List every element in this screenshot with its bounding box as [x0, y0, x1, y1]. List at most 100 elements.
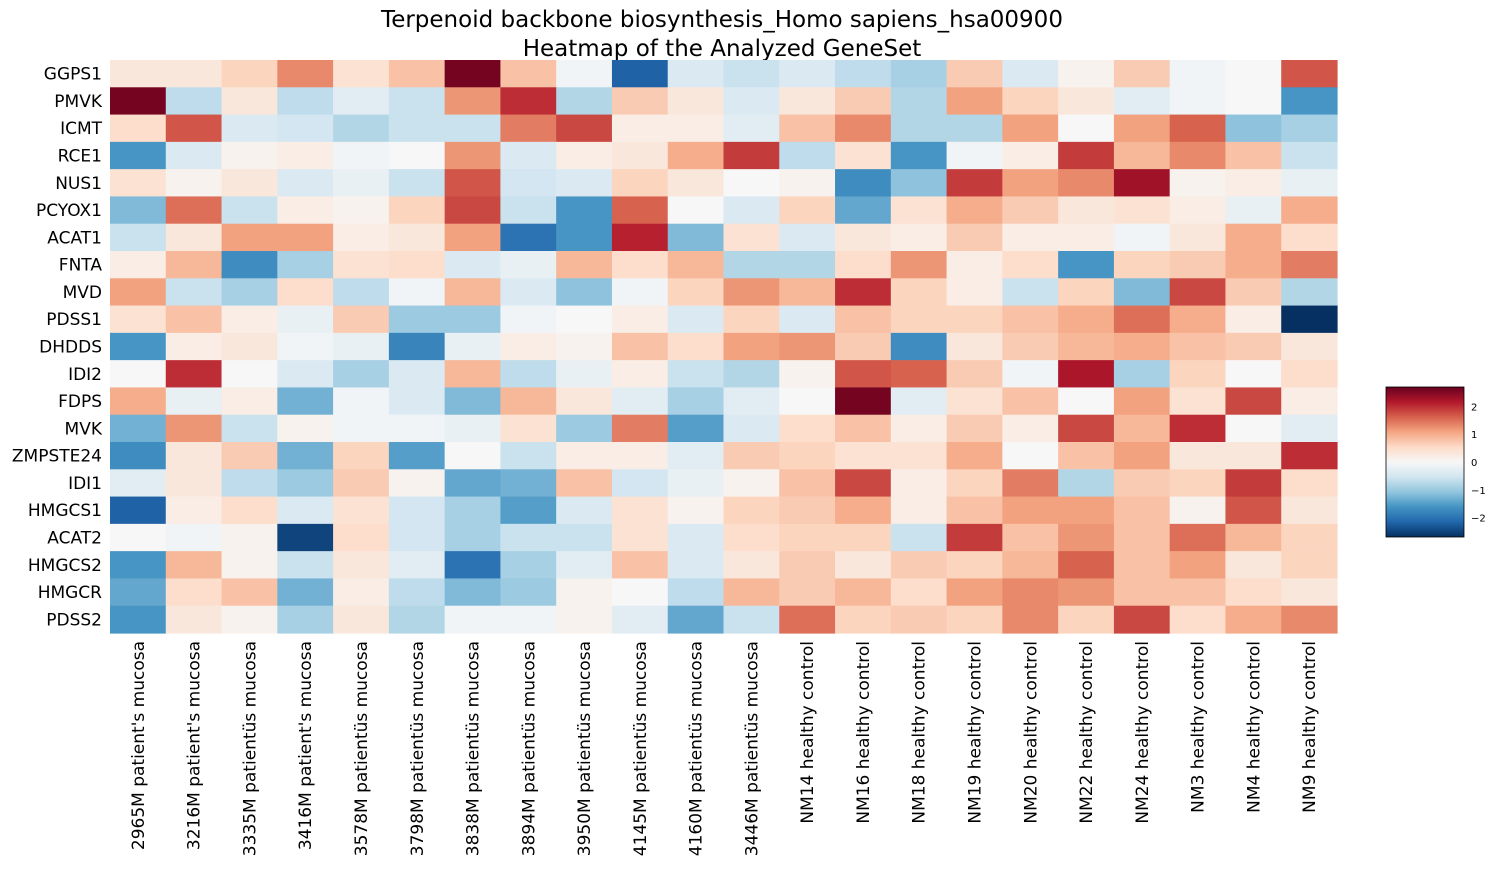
heatmap-cell	[611, 278, 669, 307]
heatmap-cell	[890, 251, 948, 279]
heatmap-cell	[500, 278, 557, 307]
heatmap-cell	[1002, 141, 1059, 170]
heatmap-cell	[667, 551, 725, 580]
heatmap-cell	[388, 169, 446, 198]
row-label: HMGCS1	[28, 501, 102, 521]
heatmap-cell	[444, 605, 502, 634]
heatmap-cell	[1058, 169, 1115, 198]
heatmap-cell	[500, 305, 557, 334]
heatmap-cell	[1058, 387, 1115, 416]
heatmap-cell	[1169, 523, 1227, 552]
colorbar-gradient	[1385, 386, 1465, 538]
heatmap-cell	[779, 169, 836, 198]
column-label: 3335M patientüs mucosa	[240, 641, 260, 856]
heatmap-cell	[444, 442, 502, 470]
heatmap-cell	[333, 578, 390, 607]
heatmap-cell	[500, 605, 557, 634]
heatmap-cell	[667, 87, 725, 116]
heatmap-cell	[667, 114, 725, 143]
heatmap-cell	[946, 196, 1003, 225]
heatmap-cell	[1002, 360, 1059, 389]
heatmap-cell	[611, 169, 669, 198]
heatmap-cell	[333, 523, 390, 552]
heatmap-cell	[723, 551, 780, 580]
heatmap-cell	[388, 523, 446, 552]
heatmap-cell	[444, 223, 502, 252]
row-label: FDPS	[58, 392, 102, 412]
heatmap-cell	[221, 278, 278, 307]
heatmap-cell	[1113, 442, 1171, 470]
heatmap-cell	[388, 114, 446, 143]
heatmap-cell	[946, 251, 1003, 279]
heatmap-cell	[165, 469, 223, 498]
heatmap-cell	[890, 578, 948, 607]
heatmap-cell	[946, 387, 1003, 416]
heatmap-cell	[221, 496, 278, 525]
column-label: NM14 healthy control	[798, 641, 818, 824]
heatmap-cell	[165, 605, 223, 634]
heatmap-cell	[723, 278, 780, 307]
heatmap-cell	[1002, 414, 1059, 443]
heatmap-cell	[890, 114, 948, 143]
heatmap-cell	[946, 141, 1003, 170]
heatmap-cell	[611, 387, 669, 416]
heatmap-cell	[779, 305, 836, 334]
heatmap-cell	[110, 332, 167, 361]
colorbar-tick-label: 2	[1471, 402, 1477, 413]
heatmap-cell	[1225, 523, 1282, 552]
heatmap-cell	[388, 60, 446, 88]
heatmap-cell	[277, 251, 334, 279]
heatmap-cell	[500, 60, 557, 88]
heatmap-cell	[1281, 114, 1338, 143]
heatmap-cell	[723, 251, 780, 279]
heatmap-cell	[333, 251, 390, 279]
heatmap-cell	[611, 551, 669, 580]
heatmap-cell	[1225, 442, 1282, 470]
heatmap-cell	[1002, 469, 1059, 498]
heatmap-cell	[1002, 169, 1059, 198]
heatmap-cell	[444, 196, 502, 225]
heatmap-cell	[556, 60, 613, 88]
heatmap-cell	[1002, 605, 1059, 634]
heatmap-cell	[1058, 141, 1115, 170]
heatmap-cell	[165, 523, 223, 552]
colorbar-tick-label: 1	[1471, 430, 1477, 441]
heatmap-cell	[1225, 332, 1282, 361]
chart-title: Terpenoid backbone biosynthesis_Homo sap…	[380, 7, 1063, 33]
heatmap-cell	[1058, 196, 1115, 225]
heatmap-cell	[556, 114, 613, 143]
column-labels: 2965M patient's mucosa 3216M patient's mu…	[129, 641, 1320, 856]
heatmap-cell	[1113, 251, 1171, 279]
heatmap-cell	[110, 60, 167, 88]
heatmap-cell	[110, 523, 167, 552]
heatmap-cell	[221, 87, 278, 116]
heatmap-cell	[779, 332, 836, 361]
heatmap-cell	[221, 332, 278, 361]
heatmap-cell	[110, 387, 167, 416]
heatmap-cell	[110, 442, 167, 470]
heatmap-cell	[611, 605, 669, 634]
heatmap-cell	[444, 469, 502, 498]
heatmap-cell	[1113, 387, 1171, 416]
heatmap-cell	[723, 469, 780, 498]
row-labels: GGPS1 PMVK ICMT RCE1 NUS1 PCYOX1 ACAT1 FNTA MVD P…	[12, 65, 103, 631]
heatmap-cell	[1169, 442, 1227, 470]
heatmap-cell	[667, 578, 725, 607]
heatmap-cell	[1058, 332, 1115, 361]
heatmap-cell	[388, 442, 446, 470]
heatmap-cell	[221, 605, 278, 634]
heatmap-cell	[1281, 496, 1338, 525]
heatmap-cell	[1281, 523, 1338, 552]
heatmap-cell	[779, 278, 836, 307]
heatmap-cell	[277, 578, 334, 607]
column-label: 4145M patientüs mucosa	[631, 641, 651, 856]
row-label: RCE1	[58, 147, 102, 167]
heatmap-cell	[110, 278, 167, 307]
heatmap-cell	[556, 360, 613, 389]
heatmap-cell	[1225, 223, 1282, 252]
heatmap-cell	[890, 87, 948, 116]
heatmap-cell	[333, 551, 390, 580]
heatmap-cell	[667, 360, 725, 389]
heatmap-cell	[1113, 551, 1171, 580]
heatmap-cell	[110, 305, 167, 334]
